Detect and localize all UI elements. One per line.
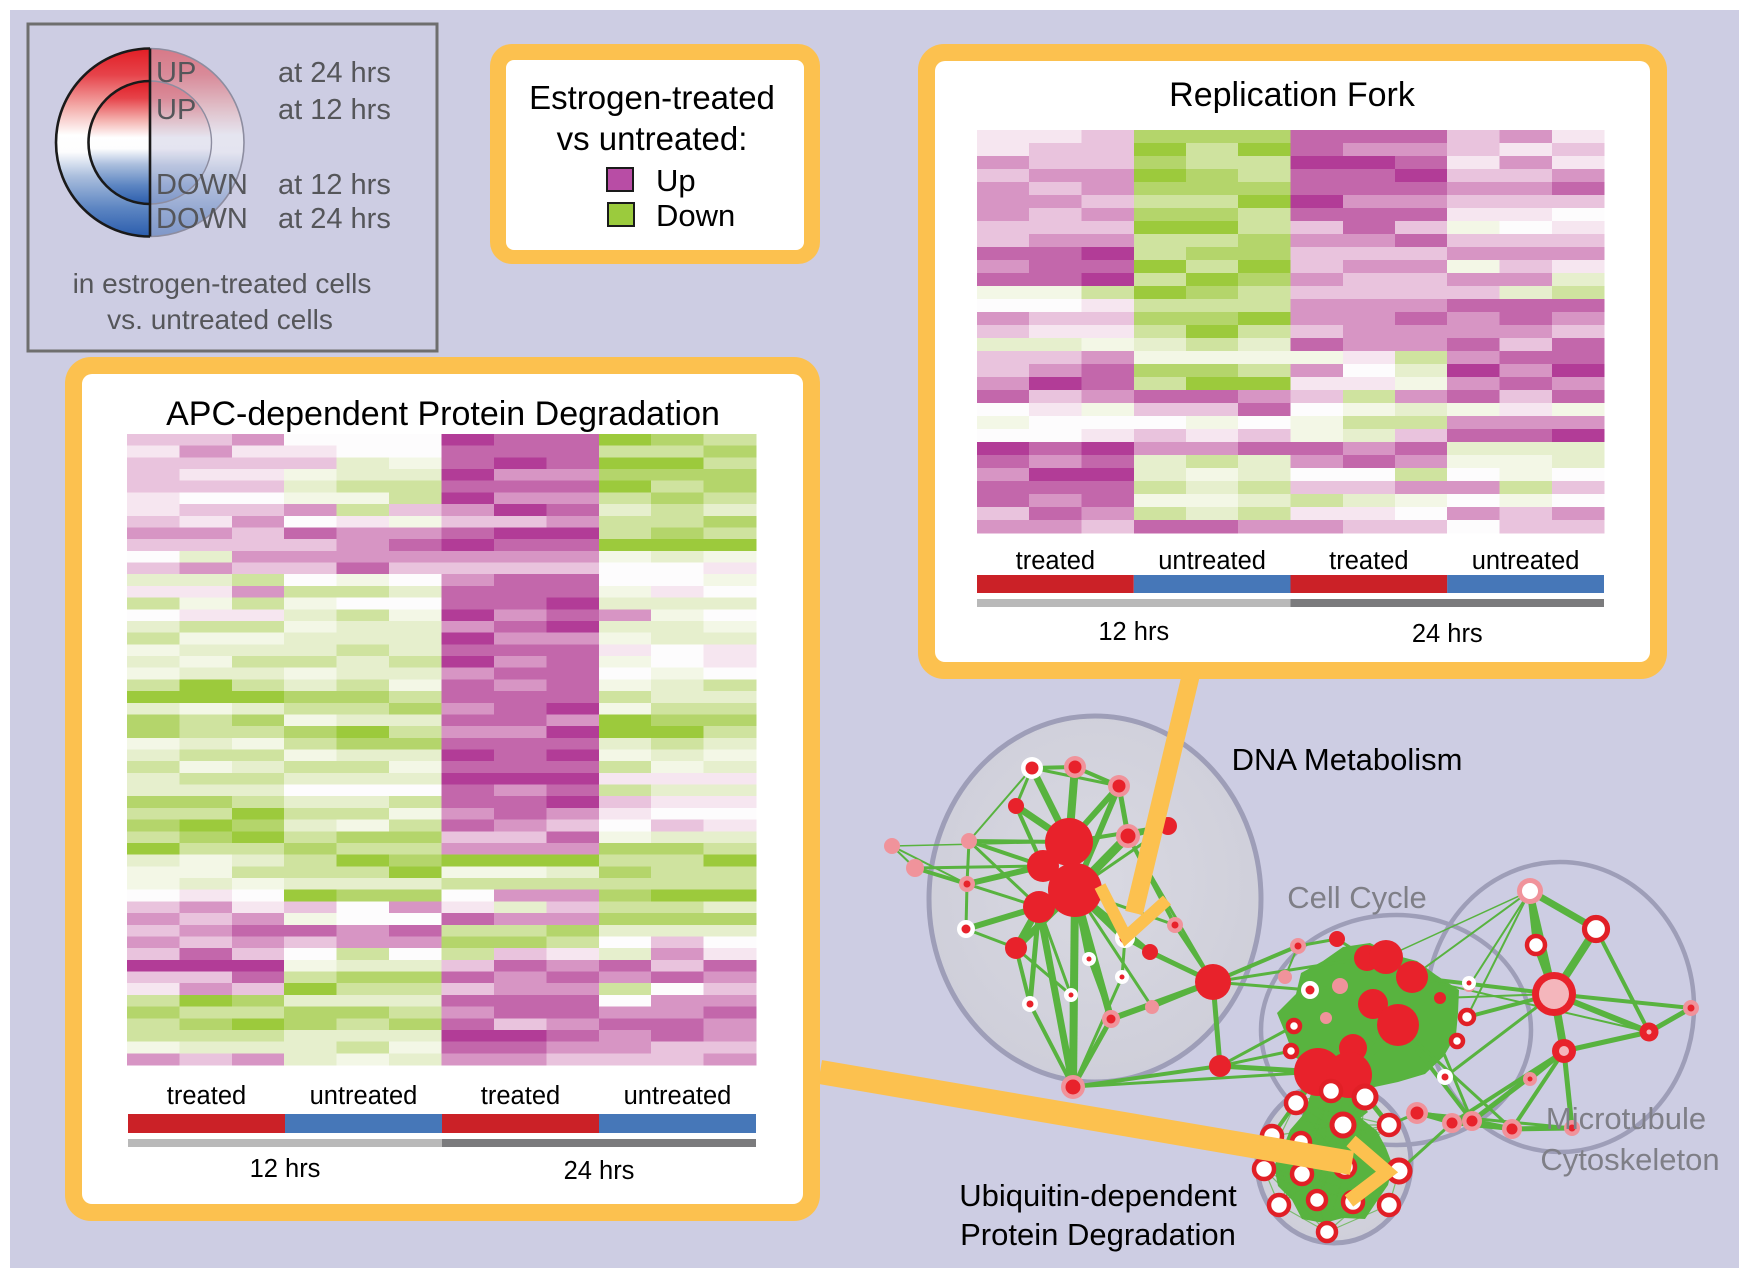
svg-text:Protein Degradation: Protein Degradation	[960, 1217, 1236, 1252]
svg-text:untreated: untreated	[1158, 547, 1266, 575]
svg-text:in estrogen-treated cells: in estrogen-treated cells	[73, 268, 372, 299]
svg-text:24 hrs: 24 hrs	[1412, 620, 1483, 648]
svg-text:APC-dependent Protein Degradat: APC-dependent Protein Degradation	[166, 395, 720, 433]
svg-text:untreated: untreated	[1472, 547, 1580, 575]
svg-text:at 24 hrs: at 24 hrs	[278, 203, 391, 235]
svg-text:12 hrs: 12 hrs	[250, 1155, 321, 1183]
svg-text:treated: treated	[1329, 547, 1408, 575]
svg-text:DNA Metabolism: DNA Metabolism	[1232, 742, 1463, 777]
svg-text:Cell Cycle: Cell Cycle	[1287, 880, 1427, 915]
svg-text:at 24 hrs: at 24 hrs	[278, 57, 391, 89]
svg-text:at 12 hrs: at 12 hrs	[278, 94, 391, 126]
svg-text:Estrogen-treated: Estrogen-treated	[529, 79, 775, 116]
svg-text:DOWN: DOWN	[156, 169, 248, 201]
svg-text:Up: Up	[656, 163, 696, 198]
svg-text:24 hrs: 24 hrs	[564, 1157, 635, 1185]
svg-text:untreated: untreated	[624, 1082, 732, 1110]
svg-text:UP: UP	[156, 94, 196, 126]
svg-text:vs. untreated cells: vs. untreated cells	[107, 304, 333, 335]
svg-text:treated: treated	[481, 1082, 560, 1110]
svg-text:Replication Fork: Replication Fork	[1169, 76, 1416, 114]
svg-text:at 12 hrs: at 12 hrs	[278, 169, 391, 201]
svg-text:Down: Down	[656, 198, 735, 233]
svg-text:untreated: untreated	[310, 1082, 418, 1110]
svg-text:vs untreated:: vs untreated:	[557, 120, 748, 157]
svg-text:12 hrs: 12 hrs	[1098, 618, 1169, 646]
svg-text:Ubiquitin-dependent: Ubiquitin-dependent	[959, 1178, 1237, 1213]
svg-text:Microtubule: Microtubule	[1546, 1101, 1706, 1136]
svg-text:treated: treated	[1016, 547, 1095, 575]
svg-text:DOWN: DOWN	[156, 203, 248, 235]
svg-text:UP: UP	[156, 57, 196, 89]
svg-text:treated: treated	[167, 1082, 246, 1110]
svg-text:Cytoskeleton: Cytoskeleton	[1540, 1142, 1719, 1177]
